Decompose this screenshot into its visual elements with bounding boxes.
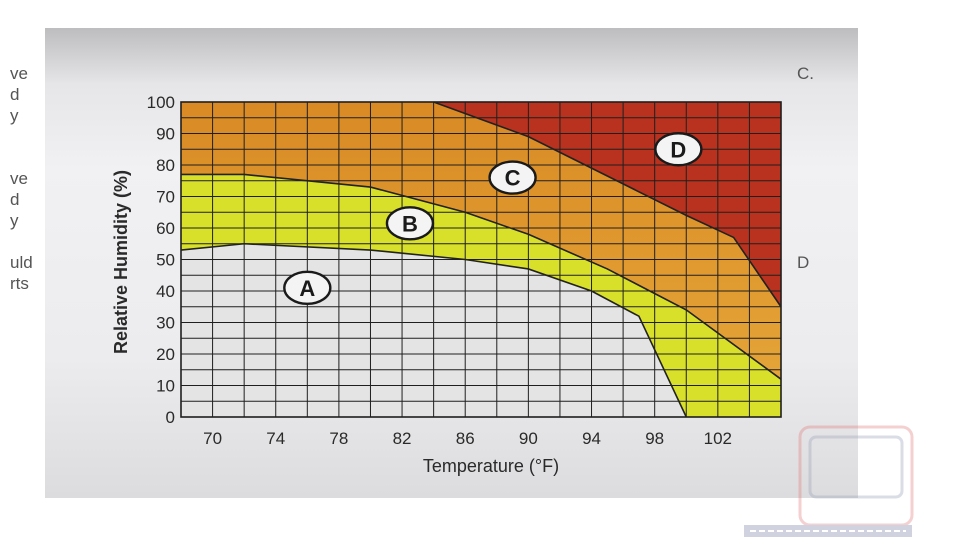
left-text-line: uld — [10, 253, 33, 272]
left-text-line: d — [10, 190, 20, 209]
x-tick-label: 90 — [519, 429, 538, 448]
x-axis-title: Temperature (°F) — [423, 456, 559, 476]
y-tick-label: 100 — [147, 93, 175, 112]
x-tick-label: 78 — [329, 429, 348, 448]
zone-label-c: C — [488, 160, 537, 195]
x-tick-label: 74 — [266, 429, 285, 448]
zone-labels-layer: A B C D — [283, 132, 703, 306]
zone-label-b: B — [385, 206, 435, 241]
right-cropped-text: C. D — [797, 63, 814, 294]
y-tick-label: 70 — [156, 188, 175, 207]
y-axis-title: Relative Humidity (%) — [111, 170, 131, 354]
x-tick-label: 82 — [393, 429, 412, 448]
y-tick-label: 80 — [156, 156, 175, 175]
zone-label-circle — [654, 132, 703, 167]
left-text-line: y — [10, 211, 19, 230]
boundary-layer — [180, 101, 782, 418]
y-tick-label: 0 — [166, 408, 175, 427]
zone-label-text: C — [505, 166, 521, 191]
x-tick-label: 102 — [704, 429, 732, 448]
y-tick-label: 60 — [156, 219, 175, 238]
x-tick-label: 98 — [645, 429, 664, 448]
zone-label-d: D — [654, 132, 703, 167]
zone-label-circle — [488, 160, 537, 195]
grid-layer — [180, 101, 782, 418]
y-tick-label: 30 — [156, 314, 175, 333]
zone-label-text: D — [670, 137, 686, 162]
league-logo-watermark — [744, 425, 914, 537]
x-tick-label: 70 — [203, 429, 222, 448]
plot-border — [180, 101, 782, 418]
x-tick-label: 86 — [456, 429, 475, 448]
x-tick-label: 94 — [582, 429, 601, 448]
zone-label-circle — [283, 270, 332, 306]
y-tick-label: 40 — [156, 282, 175, 301]
zone-label-circle — [385, 206, 435, 241]
y-tick-label: 10 — [156, 377, 175, 396]
left-text-line: d — [10, 85, 20, 104]
left-text-line: ve — [10, 64, 28, 83]
zone-boundary-b-c — [181, 173, 782, 380]
left-text-line: y — [10, 106, 19, 125]
zone-label-a: A — [283, 270, 332, 306]
left-text-line: ve — [10, 169, 28, 188]
left-cropped-text: ve d y ve d y uld rts — [10, 63, 33, 294]
y-tick-label: 20 — [156, 345, 175, 364]
zone-label-text: B — [402, 211, 418, 236]
zone-boundary-c-d — [433, 101, 782, 308]
ticks-layer: 70 74 78 82 86 90 94 98 102010203040506070809010… — [147, 93, 732, 448]
zone-boundary-a-b — [180, 242, 687, 418]
y-tick-label: 50 — [156, 251, 175, 270]
right-text-line: D — [797, 253, 810, 272]
left-text-line: rts — [10, 274, 29, 293]
right-text-line: C. — [797, 64, 814, 83]
zone-label-text: A — [299, 276, 315, 301]
y-tick-label: 90 — [156, 125, 175, 144]
